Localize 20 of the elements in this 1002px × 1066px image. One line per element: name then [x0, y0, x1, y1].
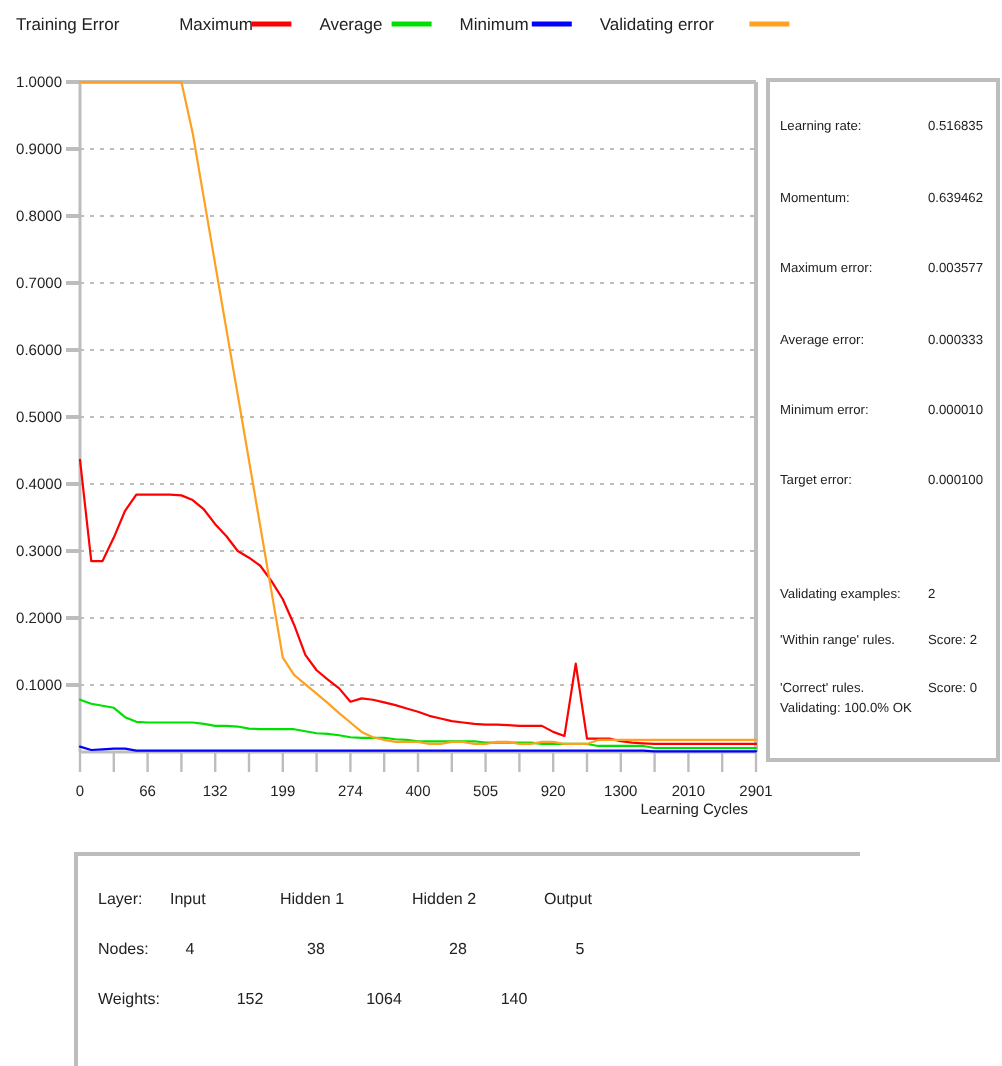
- line-series: [78, 458, 758, 746]
- legend-label: Minimum: [459, 14, 529, 34]
- legend-label: Maximum: [179, 14, 253, 34]
- text: Weights:: [98, 990, 160, 1008]
- text: Input: [170, 890, 208, 908]
- text: 28: [449, 940, 468, 958]
- legend-title: Training Error: [16, 14, 120, 34]
- text: Output: [544, 890, 594, 908]
- text: 38: [307, 940, 326, 958]
- text: Hidden 1: [280, 890, 346, 908]
- text: Hidden 2: [412, 890, 478, 908]
- text: 5: [575, 940, 586, 958]
- text: 1064: [366, 990, 403, 1008]
- legend-label: Average: [319, 14, 383, 34]
- text: 4: [185, 940, 196, 958]
- legend-label: Validating error: [599, 14, 715, 34]
- text: 152: [236, 990, 265, 1008]
- text: 140: [500, 990, 529, 1008]
- text: Nodes:: [98, 940, 149, 958]
- text: Layer:: [98, 890, 143, 908]
